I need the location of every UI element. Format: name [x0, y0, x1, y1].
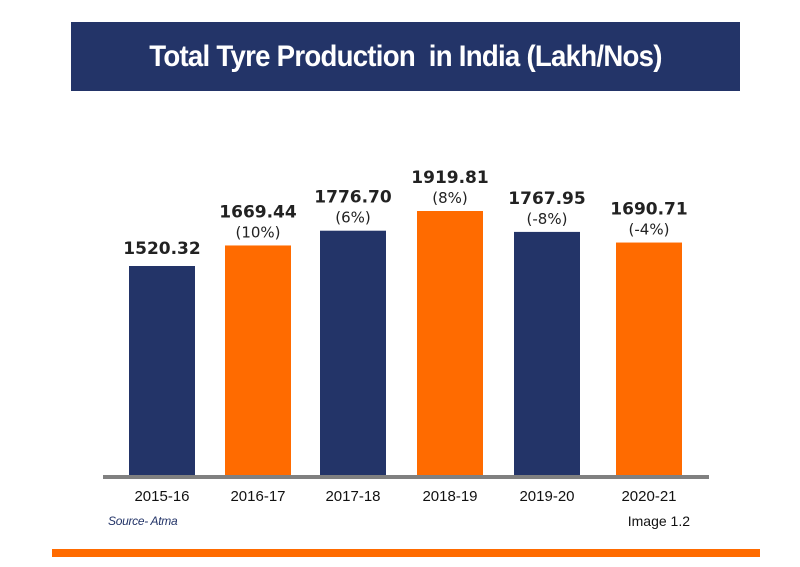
bar-2018-19: [417, 211, 483, 475]
x-axis-baseline: [103, 475, 709, 479]
x-tick-label: 2019-20: [519, 488, 574, 505]
image-reference: Image 1.2: [627, 513, 690, 529]
chart-title: Total Tyre Production in India (Lakh/Nos…: [149, 39, 662, 73]
value-label: 1669.44: [219, 202, 297, 222]
footer-accent-bar: [52, 549, 760, 557]
growth-label: (10%): [235, 223, 280, 241]
growth-label: (-4%): [629, 221, 670, 239]
bar-2017-18: [320, 230, 386, 475]
value-label: 1919.81: [411, 168, 488, 188]
bar-2020-21: [616, 242, 682, 475]
value-label: 1520.32: [123, 239, 200, 259]
value-label: 1776.70: [314, 188, 392, 208]
x-tick-label: 2016-17: [230, 488, 285, 505]
growth-label: (8%): [432, 189, 468, 207]
bar-2019-20: [514, 231, 580, 475]
growth-label: (6%): [335, 209, 371, 227]
labels-group: 1520.32 1669.44(10%) 1776.70(6%) 1919.81(8%…: [123, 168, 687, 259]
source-note: Source- Atma: [108, 514, 178, 528]
bars-group: [129, 211, 682, 475]
value-label: 1767.95: [508, 189, 585, 209]
x-tick-label: 2020-21: [621, 488, 676, 505]
x-tick-label: 2017-18: [325, 488, 380, 505]
title-banner: Total Tyre Production in India (Lakh/Nos…: [71, 22, 740, 91]
growth-label: (-8%): [527, 210, 568, 228]
x-ticks-group: 2015-16 2016-17 2017-18 2018-19 2019-20 2020-…: [134, 488, 676, 505]
bar-2015-16: [129, 266, 195, 475]
bar-2016-17: [225, 245, 291, 475]
value-label: 1690.71: [610, 200, 687, 220]
x-tick-label: 2015-16: [134, 488, 189, 505]
x-tick-label: 2018-19: [422, 488, 477, 505]
